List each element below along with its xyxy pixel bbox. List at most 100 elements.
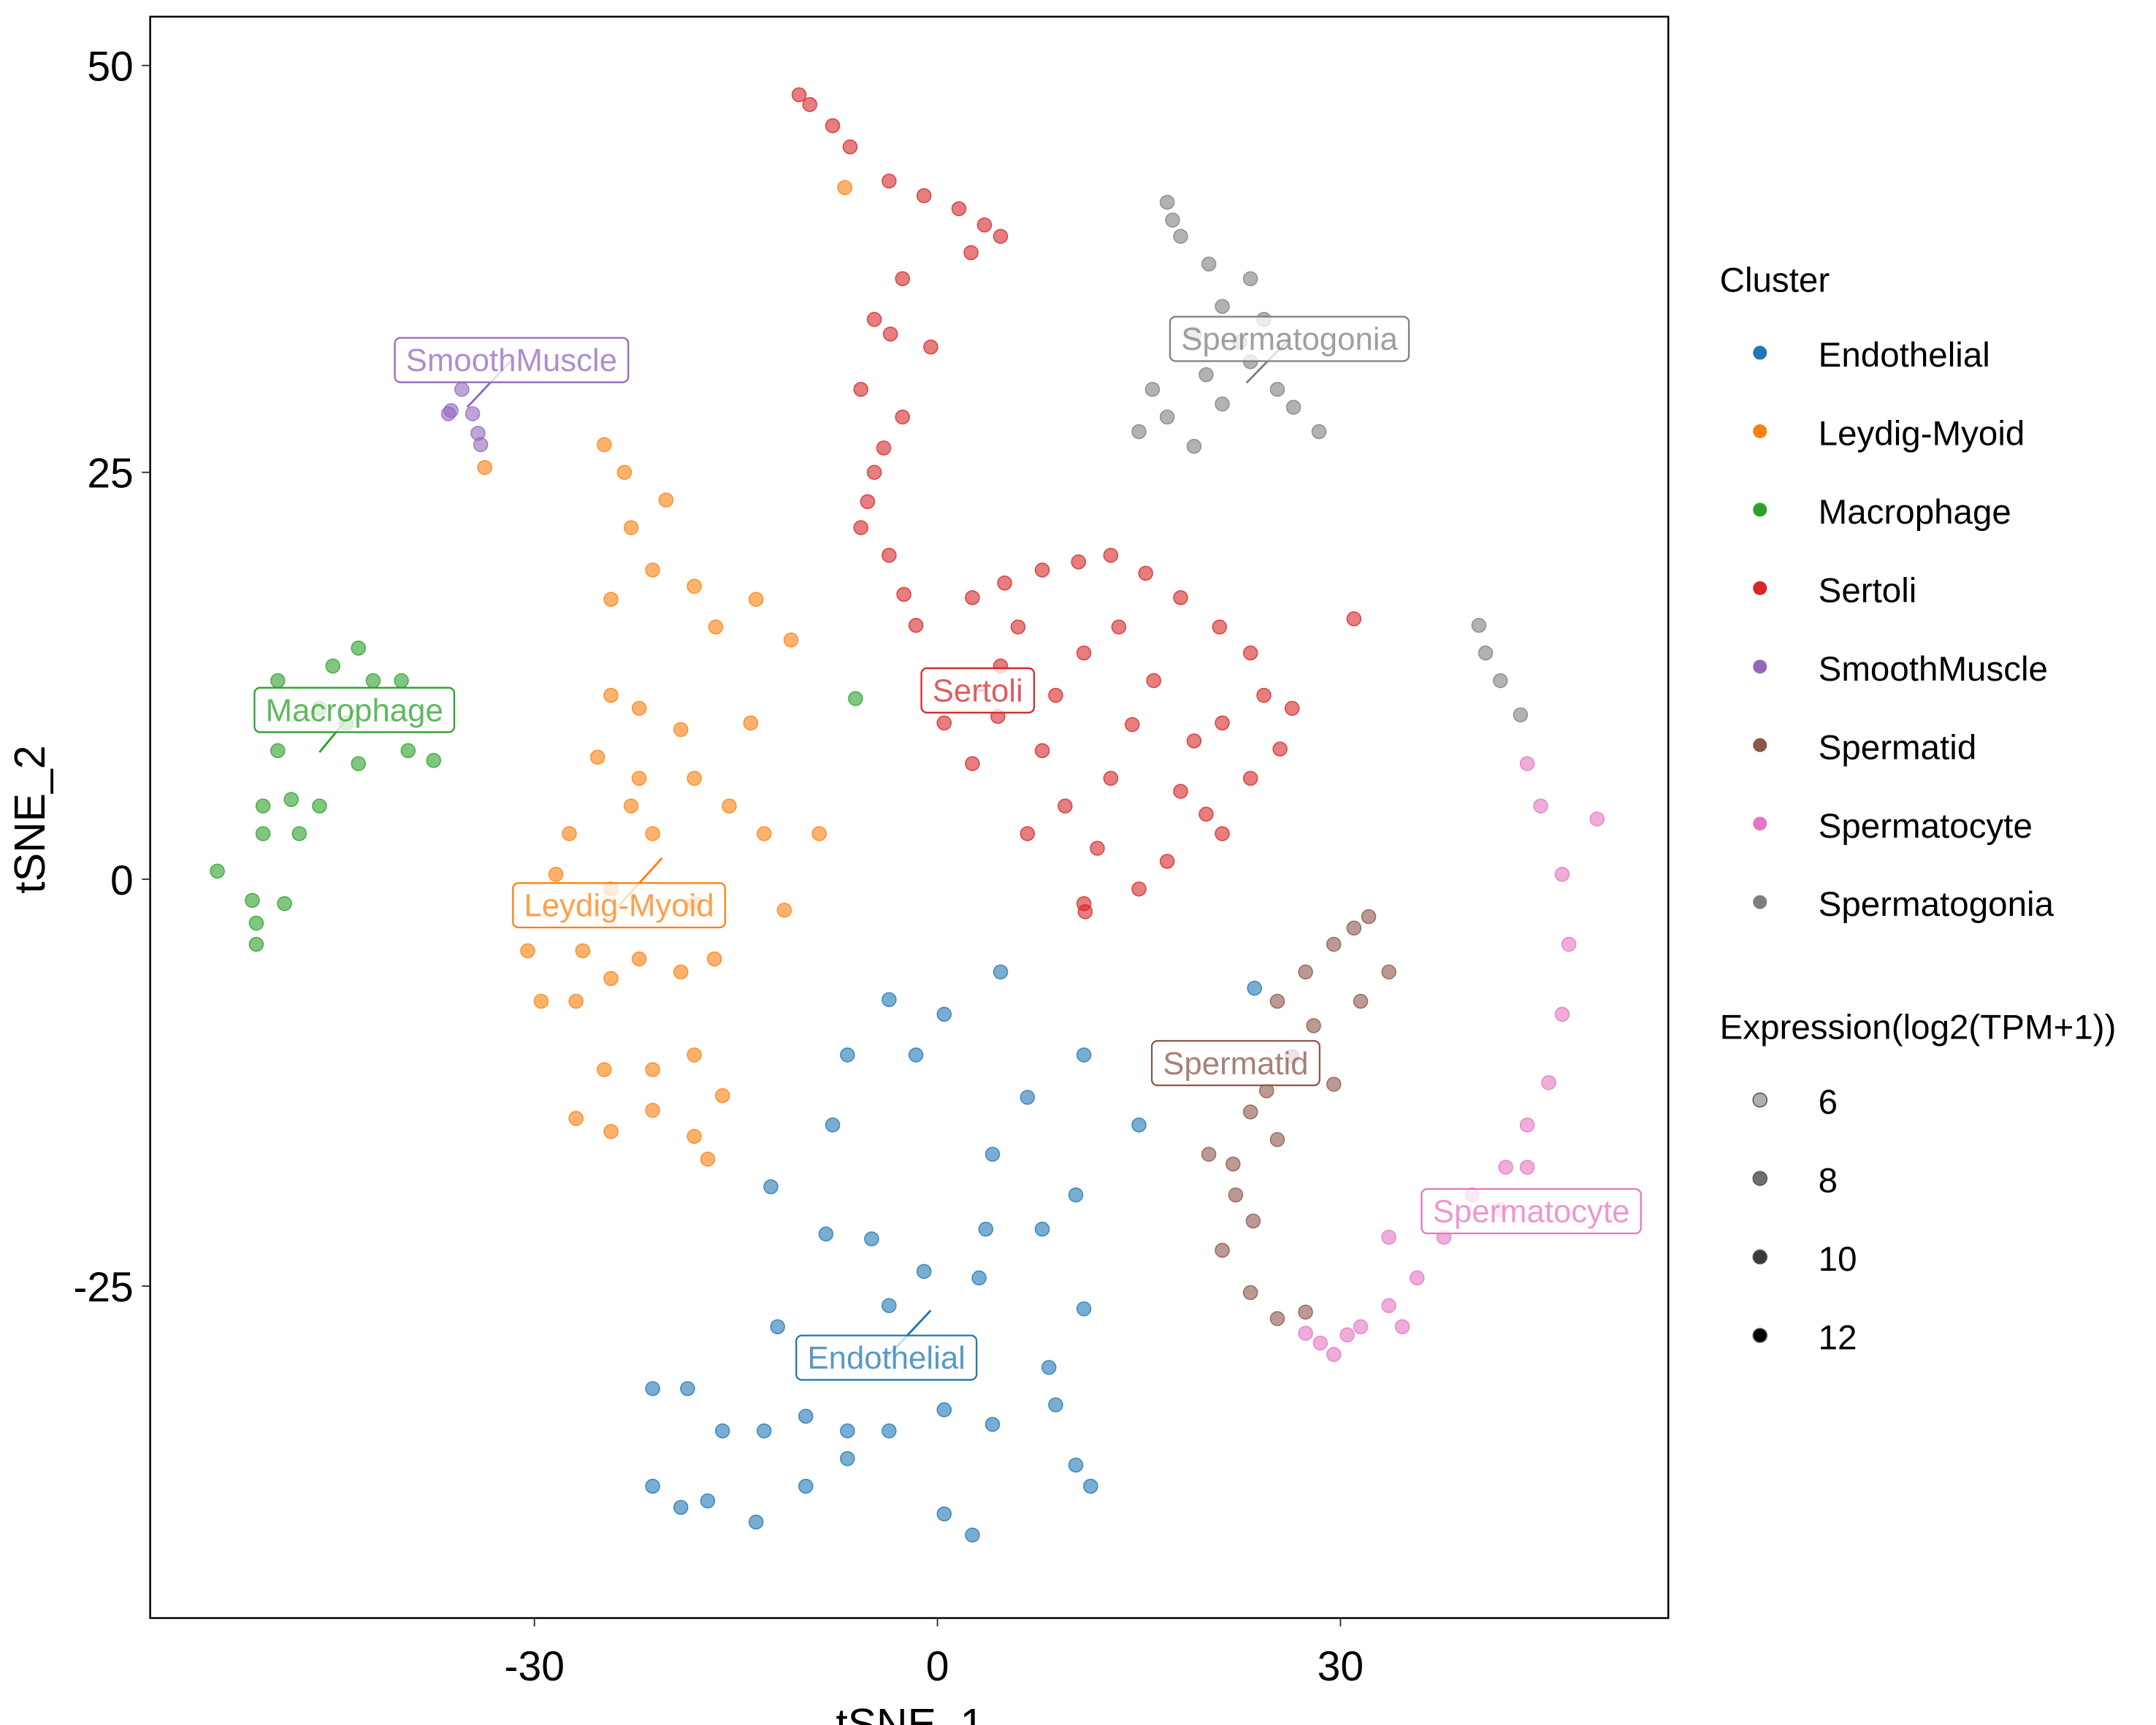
data-point	[1068, 1457, 1084, 1473]
data-point	[680, 1381, 695, 1396]
data-point	[882, 1423, 897, 1439]
data-point	[1034, 1221, 1050, 1237]
data-point	[985, 1417, 1001, 1432]
data-point	[756, 826, 772, 841]
data-point	[971, 1270, 987, 1286]
data-point	[700, 1493, 716, 1509]
data-point	[936, 1402, 952, 1418]
data-point	[1346, 920, 1362, 936]
label-box	[253, 686, 456, 733]
data-point	[673, 1499, 689, 1515]
data-point	[1199, 367, 1214, 383]
data-point	[1298, 964, 1313, 980]
legend-swatch	[1753, 581, 1767, 595]
data-point	[1131, 1117, 1147, 1133]
data-point	[533, 993, 549, 1009]
data-point	[1339, 1327, 1355, 1343]
legend-item-smoothmuscle: SmoothMuscle	[1753, 650, 2048, 689]
data-point	[454, 381, 470, 397]
data-point	[603, 971, 619, 987]
data-point	[312, 798, 327, 814]
data-point	[882, 992, 897, 1008]
data-point	[895, 409, 911, 425]
data-point	[1058, 798, 1073, 814]
data-point	[1076, 1047, 1092, 1063]
data-point	[776, 902, 792, 918]
data-point	[1090, 841, 1105, 856]
data-point	[700, 1151, 716, 1167]
data-point	[291, 826, 307, 841]
data-point	[842, 139, 858, 155]
data-point	[1409, 1270, 1425, 1286]
data-point	[1048, 1397, 1063, 1412]
data-point	[603, 592, 619, 607]
data-point	[864, 1231, 879, 1247]
data-point	[770, 1319, 785, 1334]
cluster-label-spermatogonia: Spermatogonia	[1169, 315, 1410, 384]
data-point	[1173, 784, 1188, 799]
data-point	[840, 1047, 855, 1063]
data-point	[658, 492, 674, 508]
data-point	[908, 617, 924, 633]
data-point	[1326, 1076, 1342, 1092]
data-point	[568, 993, 584, 1009]
label-box	[512, 881, 727, 929]
data-point	[248, 915, 264, 931]
data-point	[255, 798, 271, 814]
data-point	[798, 1478, 814, 1494]
legend-label: Spermatid	[1819, 728, 1977, 767]
data-point	[1311, 424, 1327, 440]
expression-legend-item: 6	[1752, 1083, 1838, 1122]
data-point	[394, 673, 409, 689]
data-point	[1478, 645, 1494, 661]
legend-swatch	[1753, 738, 1767, 752]
data-point	[1242, 271, 1258, 286]
data-point	[645, 1381, 660, 1396]
x-tick-label: 30	[1318, 1643, 1364, 1690]
data-point	[1242, 1285, 1258, 1301]
label-box	[394, 337, 630, 383]
data-point	[756, 1423, 772, 1439]
data-point	[1076, 645, 1092, 661]
data-point	[1242, 770, 1258, 786]
data-point	[645, 826, 660, 841]
label-text: Leydig-Myoid	[524, 888, 714, 924]
y-axis-title: tSNE_2	[7, 745, 54, 893]
data-point	[802, 96, 818, 112]
data-point	[1201, 1147, 1217, 1162]
data-point	[1076, 1301, 1092, 1317]
legend-label: 6	[1819, 1083, 1838, 1122]
data-point	[1284, 700, 1300, 716]
label-text: Spermatocyte	[1433, 1194, 1630, 1230]
data-point	[645, 1103, 660, 1118]
data-point	[1034, 562, 1050, 578]
data-point	[1071, 554, 1086, 570]
data-point	[465, 406, 481, 421]
data-point	[1519, 1160, 1535, 1175]
data-point	[1554, 866, 1570, 882]
data-point	[631, 700, 647, 716]
data-point	[1554, 1006, 1570, 1022]
data-point	[997, 575, 1012, 591]
data-point	[616, 464, 632, 481]
data-point	[783, 632, 799, 648]
cluster-label-smoothmuscle: SmoothMuscle	[394, 337, 630, 408]
legend-label: 12	[1819, 1319, 1857, 1358]
data-point	[1498, 1160, 1513, 1175]
axis-ticks: -30 0 30 -25 0 25 50	[73, 44, 1364, 1691]
label-text: Macrophage	[266, 692, 443, 728]
data-point	[714, 1087, 730, 1104]
legend-swatch	[1752, 1092, 1768, 1108]
data-point	[1381, 1229, 1396, 1245]
label-text: Spermatogonia	[1181, 321, 1398, 357]
data-point	[623, 520, 639, 535]
data-point	[210, 863, 225, 879]
legend-swatch	[1752, 1249, 1768, 1265]
label-box	[920, 667, 1036, 714]
data-point	[848, 691, 863, 706]
data-point	[575, 943, 591, 959]
data-point	[965, 590, 980, 605]
data-point	[853, 520, 868, 535]
legend: Cluster Expression(log2(TPM+1)) Endothel…	[1720, 261, 2117, 1357]
data-point	[645, 562, 660, 578]
